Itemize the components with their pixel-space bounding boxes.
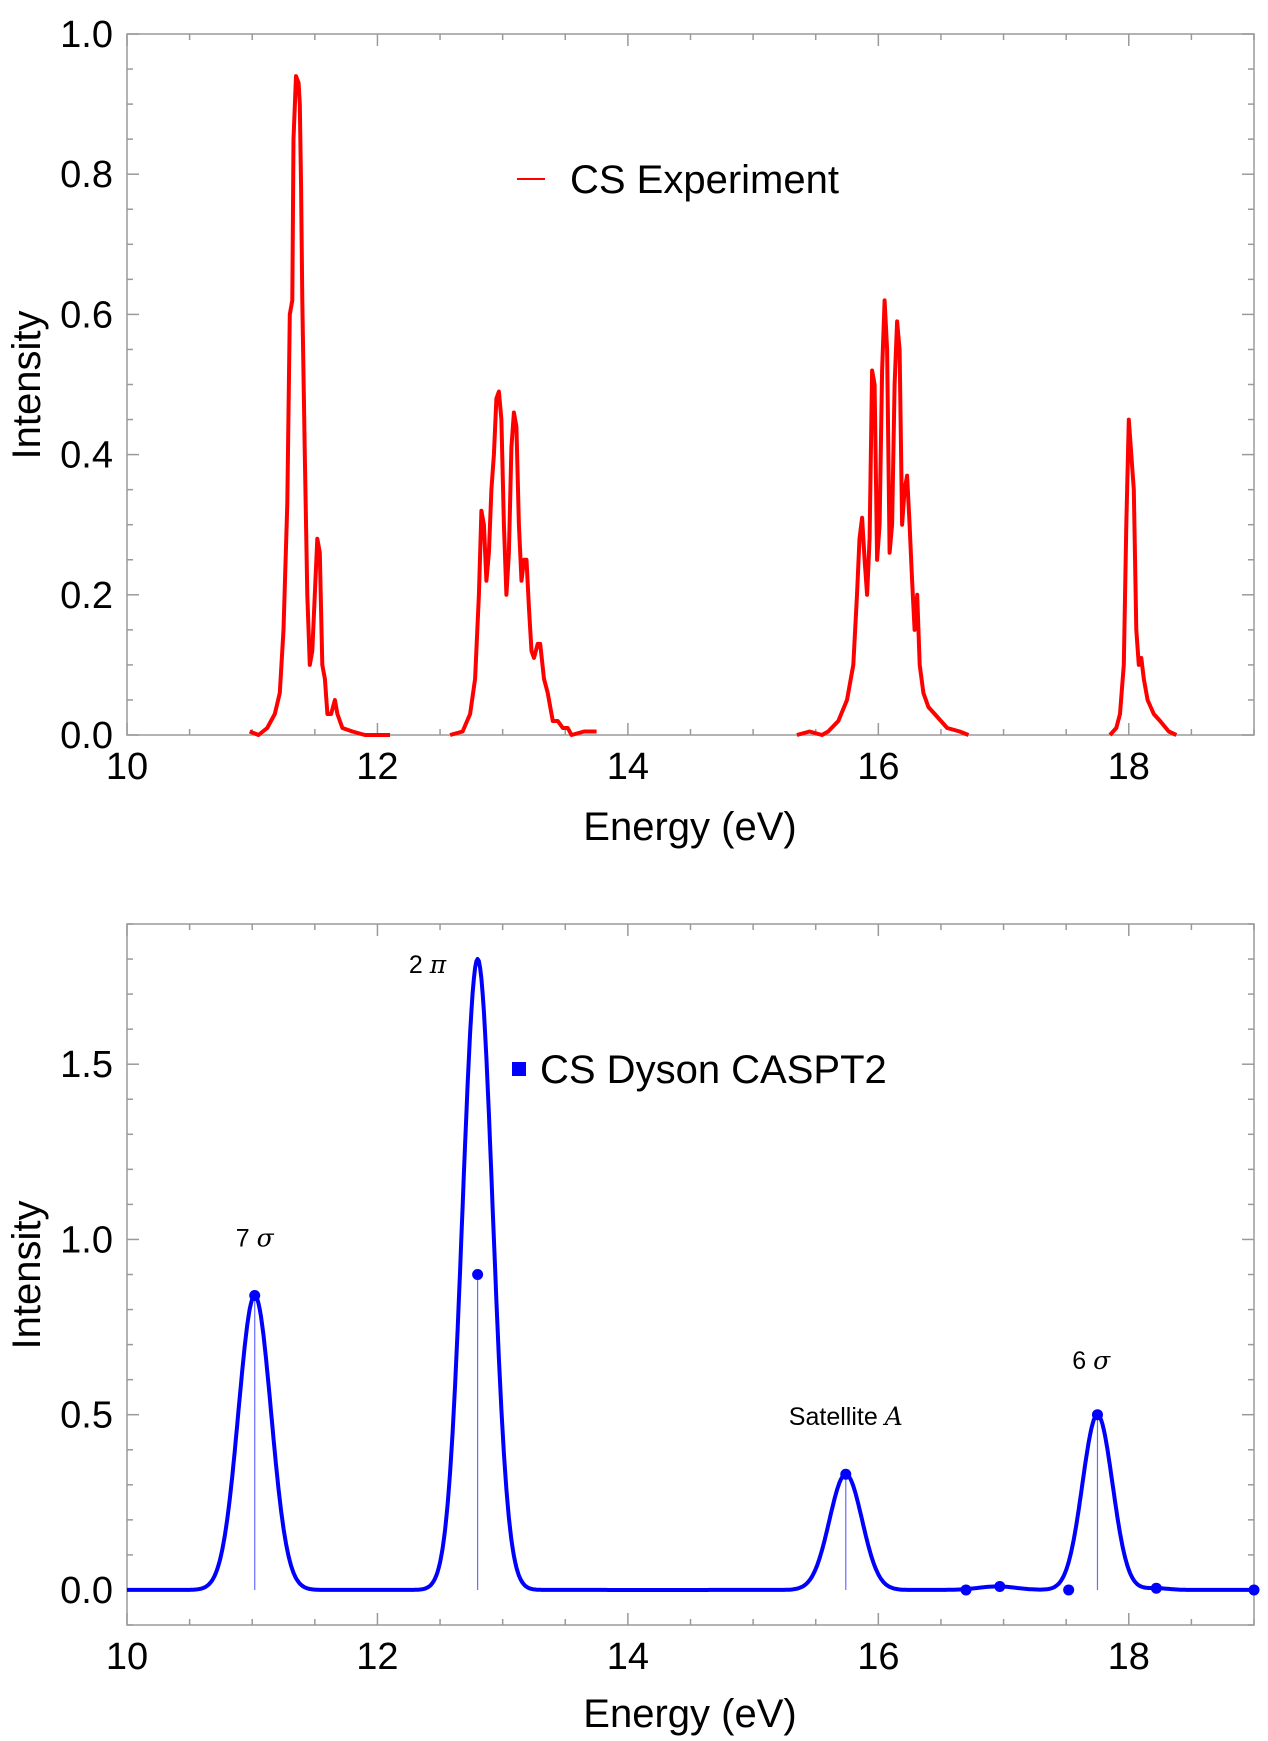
x-tick-label: 18 — [1108, 746, 1150, 788]
tick-labels: 10 12 14 16 18 0.0 0.2 0.4 0.6 0.8 1.0 — [60, 14, 1150, 788]
x-tick-label: 18 — [1108, 1636, 1150, 1678]
peak-annotations: 7 σ 2 π Satellite A 6 σ — [236, 950, 1111, 1431]
dyson-curve — [126, 957, 1255, 1592]
stick-point — [1150, 1582, 1162, 1594]
y-axis-title: Intensity — [5, 311, 49, 460]
stick-point — [249, 1290, 261, 1302]
stick-point — [472, 1269, 484, 1280]
y-tick-label: 0.8 — [60, 154, 113, 196]
tick-marks — [126, 33, 1255, 736]
y-tick-label: 0.2 — [60, 575, 113, 617]
experiment-line — [1108, 417, 1178, 737]
x-axis-title: Energy (eV) — [583, 1692, 796, 1736]
series-group — [126, 957, 1255, 1592]
experiment-chart: 10 12 14 16 18 0.0 0.2 0.4 0.6 0.8 1.0 CS Experime… — [5, 14, 1255, 849]
peak-annotation: 7 σ — [236, 1223, 275, 1252]
plot-frame — [126, 33, 1255, 736]
x-tick-label: 16 — [857, 1636, 899, 1678]
stick-point — [960, 1584, 972, 1596]
legend: CS Dyson CASPT2 — [512, 1048, 887, 1092]
stick-points — [249, 1269, 1260, 1596]
stick-lines — [254, 1274, 1157, 1590]
tick-labels: 10 12 14 16 18 0.0 0.5 1.0 1.5 — [60, 1044, 1150, 1678]
y-tick-label: 0.4 — [60, 435, 113, 477]
x-tick-label: 10 — [106, 1636, 148, 1678]
dyson-chart: 10 12 14 16 18 0.0 0.5 1.0 1.5 7 σ 2 π Satellite A… — [5, 923, 1260, 1736]
legend-label: CS Dyson CASPT2 — [540, 1048, 887, 1092]
x-tick-label: 14 — [607, 746, 649, 788]
y-tick-label: 0.6 — [60, 294, 113, 336]
y-tick-label: 1.0 — [60, 14, 113, 56]
stick-point — [1091, 1409, 1103, 1421]
experiment-line — [449, 389, 597, 737]
experiment-line — [248, 74, 390, 737]
y-tick-label: 1.5 — [60, 1044, 113, 1086]
y-tick-label: 0.0 — [60, 715, 113, 757]
y-tick-label: 1.0 — [60, 1219, 113, 1261]
peak-annotation: 2 π — [409, 950, 447, 979]
x-tick-label: 12 — [356, 746, 398, 788]
x-tick-label: 12 — [356, 1636, 398, 1678]
y-tick-label: 0.0 — [60, 1570, 113, 1612]
series-group — [248, 74, 1178, 737]
tick-marks — [126, 923, 1255, 1626]
stick-point — [1248, 1584, 1260, 1596]
stick-point — [840, 1468, 852, 1480]
y-tick-label: 0.5 — [60, 1395, 113, 1437]
stick-point — [1063, 1584, 1075, 1596]
plot-frame — [126, 923, 1255, 1626]
peak-annotation: 6 σ — [1072, 1346, 1111, 1375]
experiment-line — [796, 298, 970, 737]
stick-point — [994, 1580, 1006, 1592]
x-axis-title: Energy (eV) — [583, 805, 796, 849]
legend: CS Experiment — [517, 158, 839, 202]
y-axis-title: Intensity — [5, 1201, 49, 1350]
peak-annotation: Satellite A — [789, 1402, 903, 1431]
x-tick-label: 10 — [106, 746, 148, 788]
x-tick-label: 16 — [857, 746, 899, 788]
x-tick-label: 14 — [607, 1636, 649, 1678]
legend-swatch — [512, 1062, 526, 1076]
legend-label: CS Experiment — [570, 158, 839, 202]
